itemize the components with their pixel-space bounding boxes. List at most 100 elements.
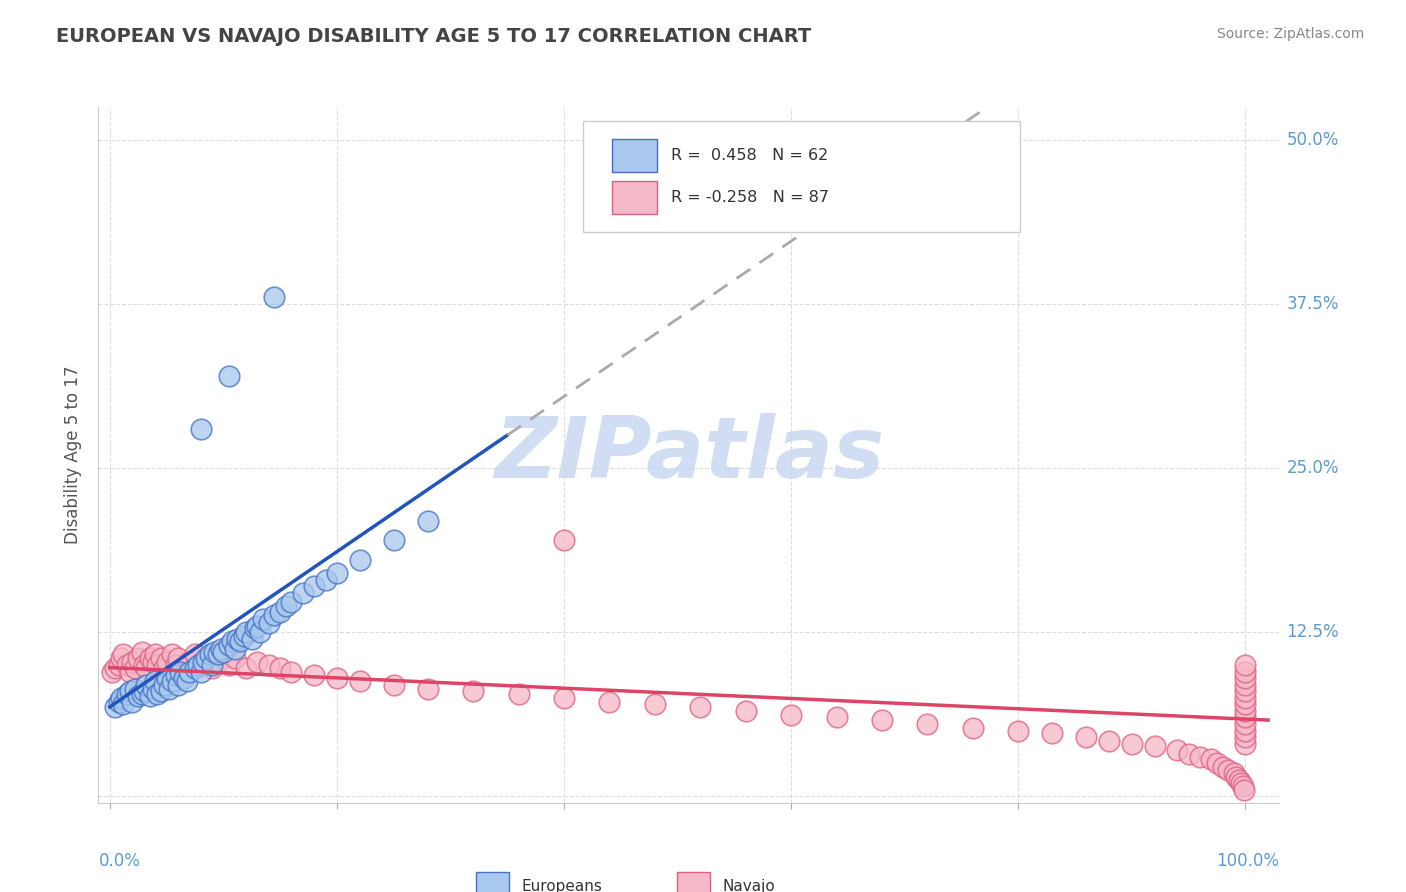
Point	[184, 660, 207, 674]
Text: 0.0%: 0.0%	[98, 852, 141, 870]
Point	[165, 668, 187, 682]
Point	[302, 579, 325, 593]
Point	[1232, 779, 1254, 793]
Point	[508, 687, 530, 701]
Point	[149, 684, 172, 698]
Point	[263, 290, 285, 304]
Point	[167, 678, 190, 692]
Text: ZIPatlas: ZIPatlas	[494, 413, 884, 497]
Point	[127, 690, 149, 704]
Point	[780, 707, 803, 722]
Point	[190, 657, 212, 672]
Point	[127, 651, 149, 665]
Point	[280, 665, 302, 679]
Point	[202, 645, 225, 659]
Point	[207, 648, 229, 662]
Point	[135, 678, 157, 692]
Point	[416, 681, 439, 696]
Point	[1177, 747, 1199, 762]
Point	[157, 681, 180, 696]
Point	[212, 645, 235, 659]
Point	[226, 632, 249, 646]
Point	[1143, 739, 1166, 754]
Point	[120, 665, 142, 679]
Point	[167, 651, 190, 665]
Point	[1234, 665, 1257, 679]
Point	[598, 695, 620, 709]
Bar	[477, 872, 509, 892]
Point	[132, 657, 155, 672]
Point	[1007, 723, 1029, 738]
Point	[1206, 756, 1229, 771]
Point	[155, 656, 177, 670]
Point	[1201, 752, 1223, 766]
Point	[962, 721, 984, 735]
Point	[1233, 782, 1256, 797]
Point	[153, 678, 176, 692]
Point	[1234, 704, 1257, 718]
Text: 100.0%: 100.0%	[1216, 852, 1279, 870]
Point	[246, 618, 269, 632]
Point	[1121, 737, 1143, 751]
Point	[184, 648, 207, 662]
Point	[1234, 684, 1257, 698]
Point	[190, 665, 212, 679]
Bar	[612, 181, 657, 214]
Text: 25.0%: 25.0%	[1286, 459, 1339, 477]
Point	[252, 612, 274, 626]
Bar	[612, 139, 657, 172]
Point	[257, 657, 280, 672]
Point	[1234, 710, 1257, 724]
Point	[142, 681, 165, 696]
Point	[108, 657, 131, 672]
Point	[257, 615, 280, 630]
Point	[1234, 671, 1257, 685]
Y-axis label: Disability Age 5 to 17: Disability Age 5 to 17	[65, 366, 83, 544]
Point	[176, 673, 198, 688]
Point	[553, 533, 575, 548]
Point	[104, 700, 127, 714]
Point	[207, 656, 229, 670]
Point	[179, 665, 201, 679]
Point	[138, 651, 160, 665]
Point	[115, 657, 138, 672]
Point	[201, 660, 224, 674]
Bar	[678, 872, 710, 892]
Point	[195, 651, 218, 665]
Point	[153, 660, 176, 674]
Point	[143, 648, 166, 662]
Point	[870, 713, 893, 727]
Point	[218, 657, 240, 672]
Point	[1234, 678, 1257, 692]
Point	[232, 629, 254, 643]
Point	[212, 648, 235, 662]
Point	[274, 599, 297, 613]
Point	[382, 678, 405, 692]
Point	[825, 710, 848, 724]
Point	[315, 573, 337, 587]
Point	[101, 665, 124, 679]
Point	[112, 698, 135, 712]
Point	[917, 717, 939, 731]
Point	[1234, 730, 1257, 744]
Point	[1230, 776, 1253, 790]
Point	[1234, 698, 1257, 712]
Point	[1234, 737, 1257, 751]
Point	[224, 651, 246, 665]
Point	[162, 673, 183, 688]
Point	[240, 632, 263, 646]
Text: Navajo: Navajo	[723, 879, 775, 892]
Point	[201, 657, 224, 672]
Point	[124, 681, 146, 696]
Point	[108, 695, 131, 709]
Point	[1212, 760, 1234, 774]
Point	[146, 687, 169, 701]
Point	[120, 684, 142, 698]
Point	[173, 671, 195, 685]
Point	[1234, 690, 1257, 705]
Point	[1223, 765, 1246, 780]
Point	[187, 657, 209, 672]
Point	[195, 651, 218, 665]
Text: 37.5%: 37.5%	[1286, 295, 1339, 313]
Point	[235, 625, 257, 640]
